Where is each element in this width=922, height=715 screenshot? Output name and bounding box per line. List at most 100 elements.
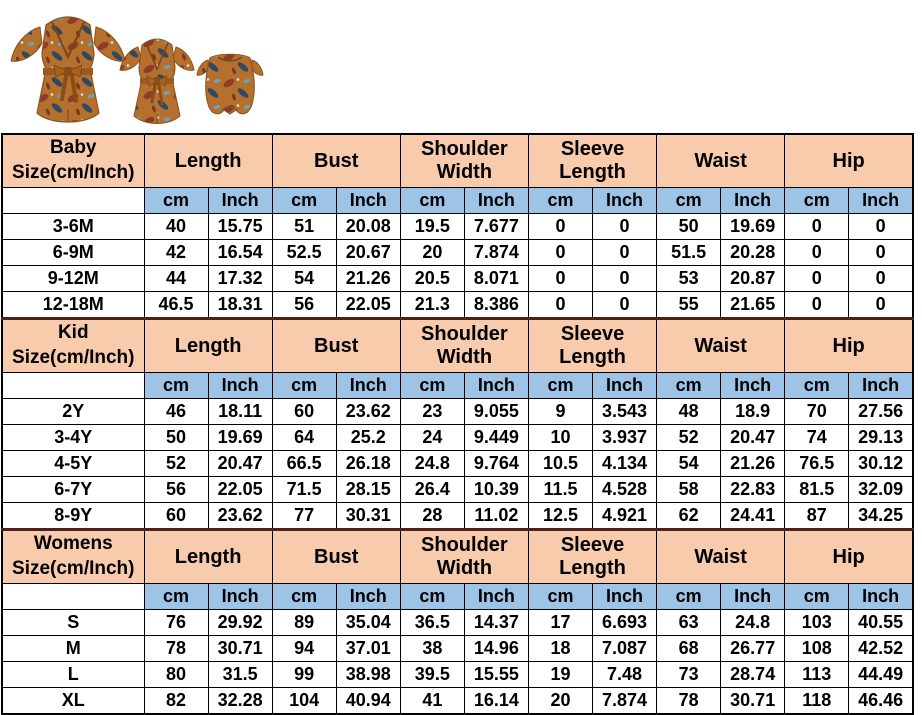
value-cell: 82 xyxy=(143,687,209,715)
value-cell: 7.48 xyxy=(591,661,658,688)
value-cell: 0 xyxy=(591,239,658,266)
measure-header-cell: Bust xyxy=(271,317,401,373)
unit-cell: Inch xyxy=(207,583,273,610)
value-cell: 9.055 xyxy=(463,398,529,425)
value-cell: 0 xyxy=(527,265,594,292)
size-label-cell: 4-5Y xyxy=(1,450,145,477)
value-cell: 39.5 xyxy=(399,661,465,688)
value-cell: 20.87 xyxy=(720,265,786,292)
value-cell: 8.071 xyxy=(463,265,529,292)
value-cell: 16.14 xyxy=(463,687,529,715)
value-cell: 24.8 xyxy=(720,609,786,636)
section-title-line1: Kid xyxy=(57,322,89,344)
measure-header-cell: Bust xyxy=(271,528,401,584)
unit-cell: cm xyxy=(399,583,465,610)
value-cell: 19.69 xyxy=(720,213,786,240)
value-cell: 0 xyxy=(784,213,850,240)
value-cell: 41 xyxy=(399,687,465,715)
value-cell: 0 xyxy=(784,239,850,266)
value-cell: 46.5 xyxy=(143,291,209,319)
value-cell: 20.5 xyxy=(399,265,465,292)
value-cell: 25.2 xyxy=(335,424,401,451)
value-cell: 0 xyxy=(784,265,850,292)
value-cell: 23.62 xyxy=(335,398,401,425)
section-title-cell: Womens Size(cm/Inch) xyxy=(1,528,145,584)
value-cell: 35.04 xyxy=(335,609,401,636)
size-row: 6-7Y 56 22.05 71.5 28.15 26.4 10.39 11.5 4.528 58… xyxy=(1,476,914,503)
value-cell: 17.32 xyxy=(207,265,273,292)
value-cell: 24 xyxy=(399,424,465,451)
unit-cell: Inch xyxy=(720,187,786,214)
unit-cell: Inch xyxy=(720,372,786,399)
value-cell: 40.94 xyxy=(335,687,401,715)
unit-row: cm Inch cm Inch cm Inch cm Inch cm Inch cm Inch xyxy=(1,187,914,214)
measure-header-cell: Waist xyxy=(656,133,786,188)
value-cell: 26.18 xyxy=(335,450,401,477)
value-cell: 36.5 xyxy=(399,609,465,636)
value-cell: 30.12 xyxy=(848,450,914,477)
value-cell: 78 xyxy=(656,687,722,715)
value-cell: 50 xyxy=(143,424,209,451)
value-cell: 21.26 xyxy=(720,450,786,477)
section-header-row: Womens Size(cm/Inch) Length Bust Shoulder Wi… xyxy=(1,528,914,584)
value-cell: 62 xyxy=(656,502,722,530)
size-row: 4-5Y 52 20.47 66.5 26.18 24.8 9.764 10.5 4.134 54… xyxy=(1,450,914,477)
value-cell: 18 xyxy=(527,635,594,662)
value-cell: 28.74 xyxy=(720,661,786,688)
value-cell: 46 xyxy=(143,398,209,425)
value-cell: 14.96 xyxy=(463,635,529,662)
value-cell: 19.5 xyxy=(399,213,465,240)
unit-cell: cm xyxy=(784,583,850,610)
value-cell: 0 xyxy=(527,239,594,266)
value-cell: 10.39 xyxy=(463,476,529,503)
value-cell: 20.28 xyxy=(720,239,786,266)
value-cell: 7.087 xyxy=(591,635,658,662)
value-cell: 19 xyxy=(527,661,594,688)
unit-cell: Inch xyxy=(463,372,529,399)
size-label-cell: 9-12M xyxy=(1,265,145,292)
size-row: L 80 31.5 99 38.98 39.5 15.55 19 7.48 73 28.74 113 4… xyxy=(1,661,914,688)
value-cell: 31.5 xyxy=(207,661,273,688)
value-cell: 9 xyxy=(527,398,594,425)
value-cell: 15.55 xyxy=(463,661,529,688)
measure-header-cell: Length xyxy=(143,317,273,373)
unit-cell: Inch xyxy=(463,187,529,214)
unit-cell: cm xyxy=(656,372,722,399)
value-cell: 94 xyxy=(271,635,337,662)
value-cell: 11.02 xyxy=(463,502,529,530)
section-header-row: Kid Size(cm/Inch) Length Bust Shoulder Width… xyxy=(1,317,914,373)
value-cell: 26.4 xyxy=(399,476,465,503)
value-cell: 108 xyxy=(784,635,850,662)
measure-header-cell: Shoulder Width xyxy=(399,317,529,373)
value-cell: 38.98 xyxy=(335,661,401,688)
value-cell: 20.47 xyxy=(207,450,273,477)
unit-cell: Inch xyxy=(848,187,914,214)
value-cell: 42 xyxy=(143,239,209,266)
value-cell: 0 xyxy=(591,265,658,292)
value-cell: 23.62 xyxy=(207,502,273,530)
unit-cell: cm xyxy=(656,583,722,610)
unit-cell: Inch xyxy=(207,372,273,399)
value-cell: 52 xyxy=(143,450,209,477)
measure-header-cell: Hip xyxy=(784,133,914,188)
value-cell: 87 xyxy=(784,502,850,530)
value-cell: 38 xyxy=(399,635,465,662)
baby-romper-photo xyxy=(196,53,264,115)
value-cell: 23 xyxy=(399,398,465,425)
value-cell: 20.67 xyxy=(335,239,401,266)
unit-cell: Inch xyxy=(335,372,401,399)
value-cell: 42.52 xyxy=(848,635,914,662)
unit-cell: cm xyxy=(399,187,465,214)
value-cell: 0 xyxy=(527,213,594,240)
unit-cell: cm xyxy=(784,372,850,399)
measure-header-cell: Bust xyxy=(271,133,401,188)
size-label-cell: L xyxy=(1,661,145,688)
value-cell: 0 xyxy=(591,291,658,319)
size-label-cell: 2Y xyxy=(1,398,145,425)
size-row: 8-9Y 60 23.62 77 30.31 28 11.02 12.5 4.921 62 24.4… xyxy=(1,502,914,530)
unit-cell: Inch xyxy=(591,187,658,214)
size-row: XL 82 32.28 104 40.94 41 16.14 20 7.874 78 30.71 11… xyxy=(1,687,914,715)
value-cell: 46.46 xyxy=(848,687,914,715)
value-cell: 0 xyxy=(848,265,914,292)
value-cell: 21.3 xyxy=(399,291,465,319)
